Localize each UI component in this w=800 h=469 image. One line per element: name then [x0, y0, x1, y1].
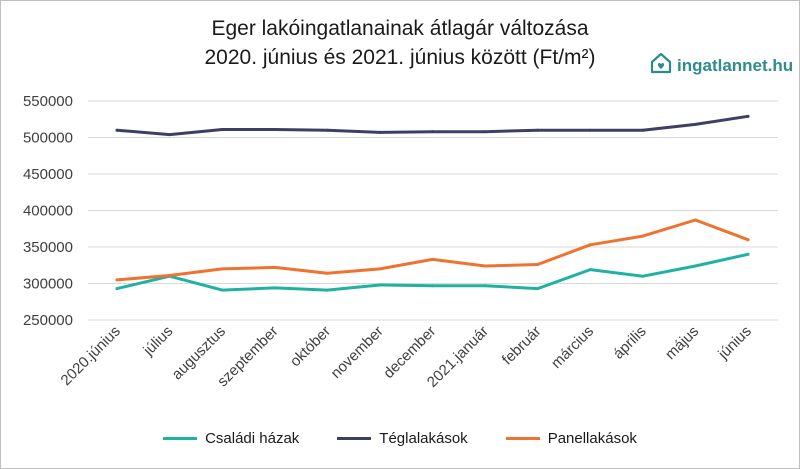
data-point [693, 122, 697, 126]
x-tick-label: 2020.június [58, 323, 124, 389]
data-point [641, 234, 645, 238]
data-point [431, 130, 434, 134]
chart-title-line1: Eger lakóingatlanainak átlagár változása [211, 17, 589, 40]
x-tick-label: április [610, 323, 650, 363]
series-2 [115, 218, 750, 282]
data-point [220, 267, 224, 271]
chart-title: Eger lakóingatlanainak átlagár változása… [160, 14, 640, 72]
data-point [483, 284, 487, 288]
data-point [483, 130, 487, 134]
data-point [641, 128, 645, 132]
y-tick-label: 500000 [23, 130, 73, 147]
series-line [115, 218, 750, 282]
x-tick-label: május [662, 323, 702, 363]
data-point [325, 288, 329, 292]
data-point [746, 252, 750, 256]
legend-swatch-csaladi-hazak [163, 437, 198, 440]
y-tick-label: 250000 [23, 312, 73, 329]
house-heart-icon [648, 50, 674, 81]
data-point [588, 268, 592, 272]
legend-label-csaladi-hazak: Családi házak [205, 430, 300, 447]
y-axis: 550000 500000 450000 400000 350000 300000 2500… [23, 93, 73, 329]
legend-swatch-panellakasok [505, 437, 540, 440]
data-point [115, 287, 119, 291]
legend-item-teglalakasok: Téglalakások [337, 430, 468, 447]
data-point [168, 133, 172, 137]
x-tick-label: március [548, 323, 597, 372]
series-layer [115, 114, 750, 292]
data-point [325, 271, 329, 275]
grid-layer [88, 100, 778, 321]
data-point [115, 128, 119, 132]
data-point [115, 278, 119, 282]
y-tick-label: 450000 [23, 166, 73, 183]
data-point [483, 264, 487, 268]
legend-label-panellakasok: Panellakások [547, 430, 637, 447]
chart-title-line2: 2020. június és 2021. június között (Ft/… [204, 46, 596, 69]
ingatlannet-logo: ingatlannet.hu [648, 50, 793, 81]
legend-item-csaladi-hazak: Családi házak [163, 430, 299, 447]
legend-item-panellakasok: Panellakások [505, 430, 637, 447]
series-1 [115, 114, 750, 137]
legend-swatch-teglalakasok [337, 437, 372, 440]
data-point [273, 127, 277, 131]
data-point [220, 288, 224, 292]
logo-text: ingatlannet.hu [677, 55, 794, 75]
x-tick-label: június [714, 323, 754, 363]
data-point [378, 130, 382, 134]
data-point [273, 286, 277, 290]
y-tick-label: 550000 [23, 93, 73, 110]
data-point [168, 273, 172, 277]
y-tick-label: 400000 [23, 203, 73, 220]
y-tick-label: 300000 [23, 276, 73, 293]
x-tick-label: november [328, 323, 387, 382]
data-point [693, 264, 697, 268]
data-point [325, 128, 329, 132]
data-point [431, 257, 434, 261]
legend: Családi házak Téglalakások Panellakások [0, 430, 800, 447]
data-point [273, 265, 277, 269]
series-0 [115, 252, 750, 292]
data-point [536, 128, 540, 132]
x-tick-label: július [140, 323, 177, 360]
x-tick-label: február [499, 323, 545, 369]
y-tick-label: 350000 [23, 239, 73, 256]
data-point [746, 238, 750, 242]
x-tick-label: október [287, 323, 334, 370]
data-point [693, 218, 697, 222]
legend-label-teglalakasok: Téglalakások [379, 430, 468, 447]
data-point [378, 283, 382, 287]
data-point [378, 267, 382, 271]
data-point [220, 127, 224, 131]
data-point [431, 284, 434, 288]
data-point [641, 274, 645, 278]
data-point [536, 263, 540, 267]
data-point [588, 243, 592, 247]
data-point [746, 114, 750, 118]
data-point [588, 128, 592, 132]
data-point [536, 287, 540, 291]
